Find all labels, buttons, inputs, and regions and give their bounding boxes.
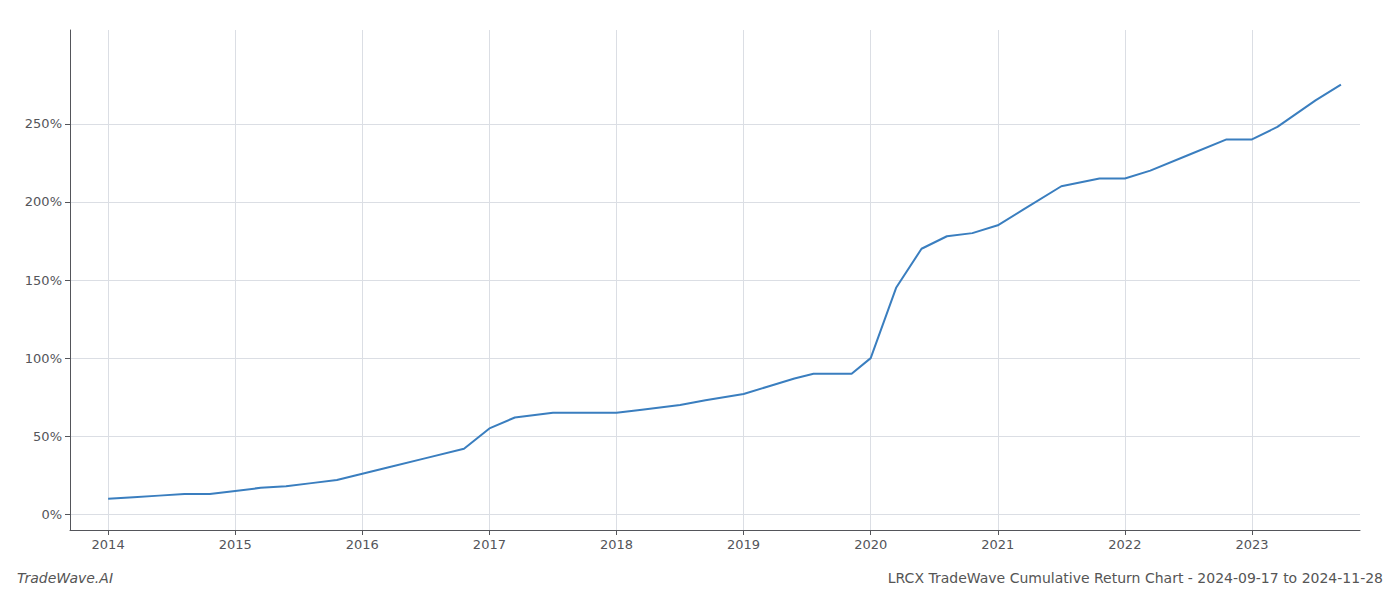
svg-text:2021: 2021	[981, 537, 1014, 552]
svg-text:2023: 2023	[1235, 537, 1268, 552]
svg-text:TradeWave.AI: TradeWave.AI	[17, 570, 113, 586]
svg-text:LRCX TradeWave Cumulative Retu: LRCX TradeWave Cumulative Return Chart -…	[888, 570, 1383, 586]
svg-text:100%: 100%	[25, 351, 62, 366]
svg-text:2018: 2018	[600, 537, 633, 552]
svg-text:2015: 2015	[219, 537, 252, 552]
svg-text:0%: 0%	[41, 507, 62, 522]
svg-text:2020: 2020	[854, 537, 887, 552]
svg-text:200%: 200%	[25, 194, 62, 209]
svg-text:2019: 2019	[727, 537, 760, 552]
svg-text:2014: 2014	[92, 537, 125, 552]
svg-text:2016: 2016	[346, 537, 379, 552]
svg-text:250%: 250%	[25, 116, 62, 131]
svg-text:2017: 2017	[473, 537, 506, 552]
svg-text:150%: 150%	[25, 273, 62, 288]
svg-text:2022: 2022	[1108, 537, 1141, 552]
svg-text:50%: 50%	[33, 429, 62, 444]
